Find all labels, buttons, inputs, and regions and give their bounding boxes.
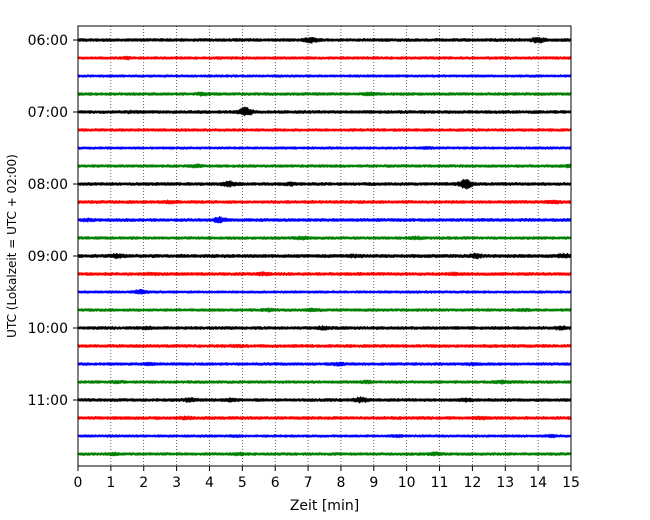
trace-0945 <box>77 307 572 313</box>
x-tick-label: 8 <box>336 475 345 491</box>
trace-1100 <box>77 396 572 404</box>
trace-1045 <box>77 379 572 385</box>
x-axis-ticks: 0 1 2 3 4 5 6 7 8 9 10 11 12 13 14 15 <box>74 466 580 491</box>
trace-0700 <box>77 106 572 117</box>
trace-1030 <box>77 361 572 367</box>
x-tick-label: 7 <box>304 475 313 491</box>
trace-0830 <box>77 216 572 224</box>
trace-0630 <box>77 74 572 78</box>
trace-1000 <box>77 325 572 331</box>
x-tick-label: 15 <box>562 475 580 491</box>
x-tick-label: 14 <box>529 475 547 491</box>
y-tick-label: 08:00 <box>28 177 68 193</box>
x-tick-label: 2 <box>139 475 148 491</box>
x-tick-label: 5 <box>238 475 247 491</box>
trace-0815 <box>77 199 572 205</box>
trace-0745 <box>77 163 572 169</box>
x-tick-label: 13 <box>496 475 514 491</box>
trace-0800 <box>77 178 572 190</box>
x-axis-label: Zeit [min] <box>290 498 359 514</box>
y-tick-label: 09:00 <box>28 249 68 265</box>
vertical-grid <box>110 26 539 466</box>
trace-1130 <box>77 433 572 439</box>
trace-1145 <box>77 451 572 457</box>
y-axis-label: UTC (Lokalzeit = UTC + 02:00) <box>5 154 19 338</box>
trace-0600 <box>77 36 572 44</box>
trace-0715 <box>77 128 572 132</box>
x-tick-label: 1 <box>106 475 115 491</box>
y-tick-label: 10:00 <box>28 321 68 337</box>
y-axis-ticks: 06:00 07:00 08:00 09:00 10:00 11:00 <box>28 33 78 409</box>
trace-0730 <box>77 145 572 150</box>
y-tick-label: 07:00 <box>28 105 68 121</box>
x-tick-label: 11 <box>431 475 449 491</box>
trace-0615 <box>77 55 572 61</box>
trace-1115 <box>77 415 572 421</box>
trace-1015 <box>77 343 572 349</box>
plot-frame <box>77 25 572 467</box>
x-tick-label: 12 <box>463 475 481 491</box>
x-tick-label: 4 <box>205 475 214 491</box>
x-tick-label: 3 <box>172 475 181 491</box>
x-tick-label: 6 <box>271 475 280 491</box>
y-tick-label: 11:00 <box>28 393 68 409</box>
trace-0645 <box>77 91 572 97</box>
trace-0915 <box>77 271 572 277</box>
x-tick-label: 9 <box>369 475 378 491</box>
seismogram-traces <box>77 36 572 457</box>
trace-0930 <box>77 288 572 295</box>
trace-0845 <box>77 235 572 241</box>
x-tick-label: 10 <box>398 475 416 491</box>
y-tick-label: 06:00 <box>28 33 68 49</box>
trace-0900 <box>77 252 572 260</box>
x-tick-label: 0 <box>74 475 83 491</box>
